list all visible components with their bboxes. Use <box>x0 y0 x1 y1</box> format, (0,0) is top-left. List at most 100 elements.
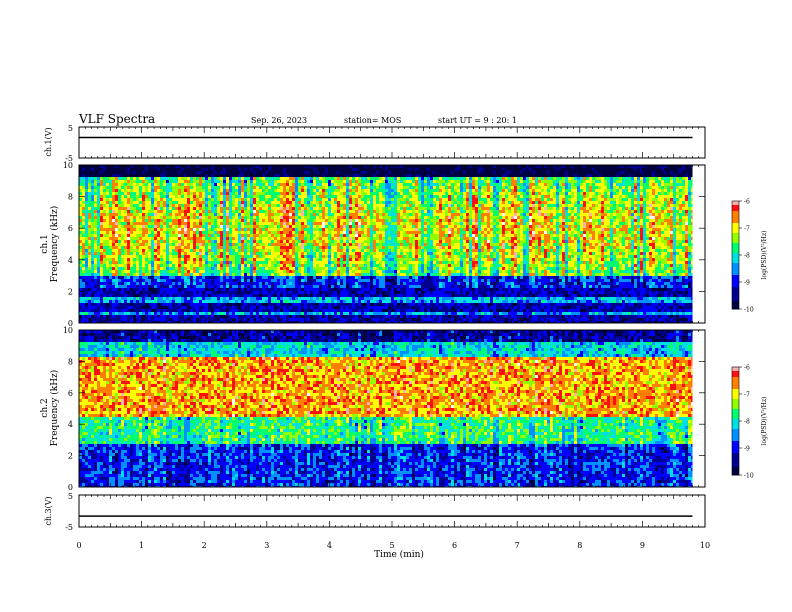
spectrogram-cell <box>271 303 274 306</box>
spectrogram-cell <box>130 288 133 291</box>
spectrogram-cell <box>322 249 325 252</box>
spectrogram-cell <box>136 315 139 318</box>
spectrogram-cell <box>328 237 331 240</box>
spectrogram-cell <box>193 246 196 249</box>
spectrogram-cell <box>343 261 346 264</box>
spectrogram-cell <box>202 183 205 186</box>
spectrogram-cell <box>175 219 178 222</box>
spectrogram-cell <box>121 216 124 219</box>
spectrogram-cell <box>145 231 148 234</box>
spectrogram-cell <box>208 288 211 291</box>
spectrogram-cell <box>343 306 346 309</box>
spectrogram-cell <box>91 285 94 288</box>
spectrogram-cell <box>205 279 208 282</box>
spectrogram-cell <box>187 192 190 195</box>
spectrogram-cell <box>91 306 94 309</box>
spectrogram-cell <box>157 198 160 201</box>
spectrogram-cell <box>112 174 115 177</box>
spectrogram-cell <box>337 186 340 189</box>
spectrogram-cell <box>304 288 307 291</box>
spectrogram-cell <box>112 204 115 207</box>
spectrogram-cell <box>79 216 82 219</box>
spectrogram-cell <box>136 294 139 297</box>
spectrogram-cell <box>301 210 304 213</box>
spectrogram-cell <box>121 264 124 267</box>
spectrogram-cell <box>283 309 286 312</box>
spectrogram-cell <box>109 186 112 189</box>
spectrogram-cell <box>187 279 190 282</box>
spectrogram-cell <box>292 270 295 273</box>
spectrogram-cell <box>199 204 202 207</box>
spectrogram-cell <box>331 243 334 246</box>
spectrogram-cell <box>88 297 91 300</box>
spectrogram-cell <box>346 267 349 270</box>
spectrogram-cell <box>280 186 283 189</box>
spectrogram-cell <box>238 192 241 195</box>
spectrogram-cell <box>253 282 256 285</box>
spectrogram-cell <box>229 306 232 309</box>
spectrogram-cell <box>160 246 163 249</box>
spectrogram-cell <box>157 201 160 204</box>
spectrogram-cell <box>121 234 124 237</box>
spectrogram-cell <box>115 189 118 192</box>
spectrogram-cell <box>214 180 217 183</box>
spectrogram-cell <box>268 174 271 177</box>
spectrogram-cell <box>172 291 175 294</box>
spectrogram-cell <box>112 282 115 285</box>
spectrogram-cell <box>226 318 229 321</box>
spectrogram-cell <box>211 312 214 315</box>
spectrogram-cell <box>223 183 226 186</box>
spectrogram-cell <box>241 225 244 228</box>
spectrogram-cell <box>148 291 151 294</box>
spectrogram-cell <box>349 183 352 186</box>
spectrogram-cell <box>214 264 217 267</box>
spectrogram-cell <box>151 246 154 249</box>
spectrogram-cell <box>157 258 160 261</box>
spectrogram-cell <box>97 225 100 228</box>
spectrogram-cell <box>103 297 106 300</box>
spectrogram-cell <box>202 195 205 198</box>
spectrogram-cell <box>307 174 310 177</box>
spectrogram-cell <box>115 183 118 186</box>
spectrogram-cell <box>322 303 325 306</box>
spectrogram-cell <box>316 210 319 213</box>
spectrogram-cell <box>124 258 127 261</box>
spectrogram-cell <box>265 204 268 207</box>
spectrogram-cell <box>229 255 232 258</box>
spectrogram-cell <box>193 309 196 312</box>
spectrogram-cell <box>94 174 97 177</box>
spectrogram-cell <box>256 243 259 246</box>
spectrogram-cell <box>232 195 235 198</box>
spectrogram-cell <box>292 255 295 258</box>
spectrogram-cell <box>217 294 220 297</box>
spectrogram-cell <box>115 231 118 234</box>
spectrogram-cell <box>298 267 301 270</box>
spectrogram-cell <box>151 312 154 315</box>
spectrogram-cell <box>298 186 301 189</box>
spectrogram-cell <box>193 300 196 303</box>
spectrogram-cell <box>223 249 226 252</box>
spectrogram-cell <box>163 261 166 264</box>
spectrogram-cell <box>118 252 121 255</box>
spectrogram-cell <box>160 219 163 222</box>
spectrogram-cell <box>94 177 97 180</box>
spectrogram-cell <box>106 249 109 252</box>
spectrogram-cell <box>343 264 346 267</box>
spectrogram-cell <box>307 258 310 261</box>
spectrogram-cell <box>175 228 178 231</box>
spectrogram-cell <box>133 228 136 231</box>
spectrogram-cell <box>298 195 301 198</box>
spectrogram-cell <box>193 213 196 216</box>
spectrogram-cell <box>253 195 256 198</box>
spectrogram-cell <box>88 222 91 225</box>
spectrogram-cell <box>271 264 274 267</box>
spectrogram-cell <box>271 261 274 264</box>
spectrogram-cell <box>139 279 142 282</box>
spectrogram-cell <box>148 180 151 183</box>
spectrogram-cell <box>229 285 232 288</box>
spectrogram-cell <box>265 288 268 291</box>
spectrogram-cell <box>244 171 247 174</box>
spectrogram-cell <box>346 189 349 192</box>
spectrogram-cell <box>283 264 286 267</box>
